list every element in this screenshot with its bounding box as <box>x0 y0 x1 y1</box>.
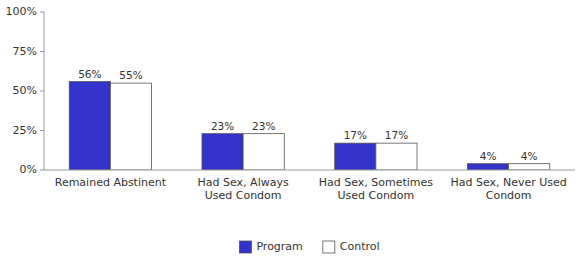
legend-swatch <box>323 241 335 253</box>
bars <box>69 82 550 170</box>
x-tick-label-line: Had Sex, Always <box>198 176 289 189</box>
data-label: 55% <box>119 69 142 81</box>
x-tick-label-line: Condom <box>486 189 532 202</box>
x-axis-line <box>44 170 575 171</box>
x-tick-label: Remained Abstinent <box>55 176 167 189</box>
x-tick-label-line: Used Condom <box>205 189 282 202</box>
y-tick <box>40 51 44 52</box>
bar <box>509 164 550 170</box>
data-label: 17% <box>385 129 408 141</box>
x-tick-label-line: Remained Abstinent <box>55 176 167 189</box>
bar <box>69 82 110 170</box>
x-tick-label: Had Sex, SometimesUsed Condom <box>319 176 434 202</box>
bar <box>110 83 151 170</box>
x-tick-label-line: Had Sex, Sometimes <box>319 176 434 189</box>
y-tick <box>40 91 44 92</box>
y-tick <box>40 130 44 131</box>
bar <box>467 164 508 170</box>
legend: Program Control <box>239 240 379 253</box>
y-axis-line <box>44 12 45 170</box>
chart-container: 0% 25% 50% 75% 100% 56% 23% 17% 4% 55% 23% 17% 4% Rem… <box>0 0 587 265</box>
legend-item: Control <box>323 240 380 253</box>
data-label: 23% <box>252 120 275 132</box>
data-label: 4% <box>480 150 497 162</box>
bar <box>376 143 417 170</box>
x-tick-label: Had Sex, AlwaysUsed Condom <box>198 176 289 202</box>
bar <box>202 134 243 170</box>
chart-svg: 0% 25% 50% 75% 100% 56% 23% 17% 4% 55% 23% 17% 4% Rem… <box>0 0 587 265</box>
y-tick <box>40 12 44 13</box>
y-tick-label: 75% <box>13 45 37 58</box>
data-label: 56% <box>78 68 101 80</box>
data-label: 4% <box>521 150 538 162</box>
y-tick-label: 0% <box>20 163 37 176</box>
y-tick-label: 100% <box>6 5 37 18</box>
data-label: 17% <box>344 129 367 141</box>
y-tick-label: 50% <box>13 84 37 97</box>
x-tick-label-line: Had Sex, Never Used <box>450 176 566 189</box>
legend-label: Control <box>340 240 380 253</box>
y-tick-label: 25% <box>13 124 37 137</box>
x-tick-label: Had Sex, Never UsedCondom <box>450 176 566 202</box>
data-label: 23% <box>211 120 234 132</box>
bar <box>243 134 284 170</box>
legend-label: Program <box>256 240 302 253</box>
x-tick-label-line: Used Condom <box>337 189 414 202</box>
y-tick <box>40 170 44 171</box>
legend-swatch <box>239 241 251 253</box>
bar <box>335 143 376 170</box>
legend-item: Program <box>239 240 302 253</box>
